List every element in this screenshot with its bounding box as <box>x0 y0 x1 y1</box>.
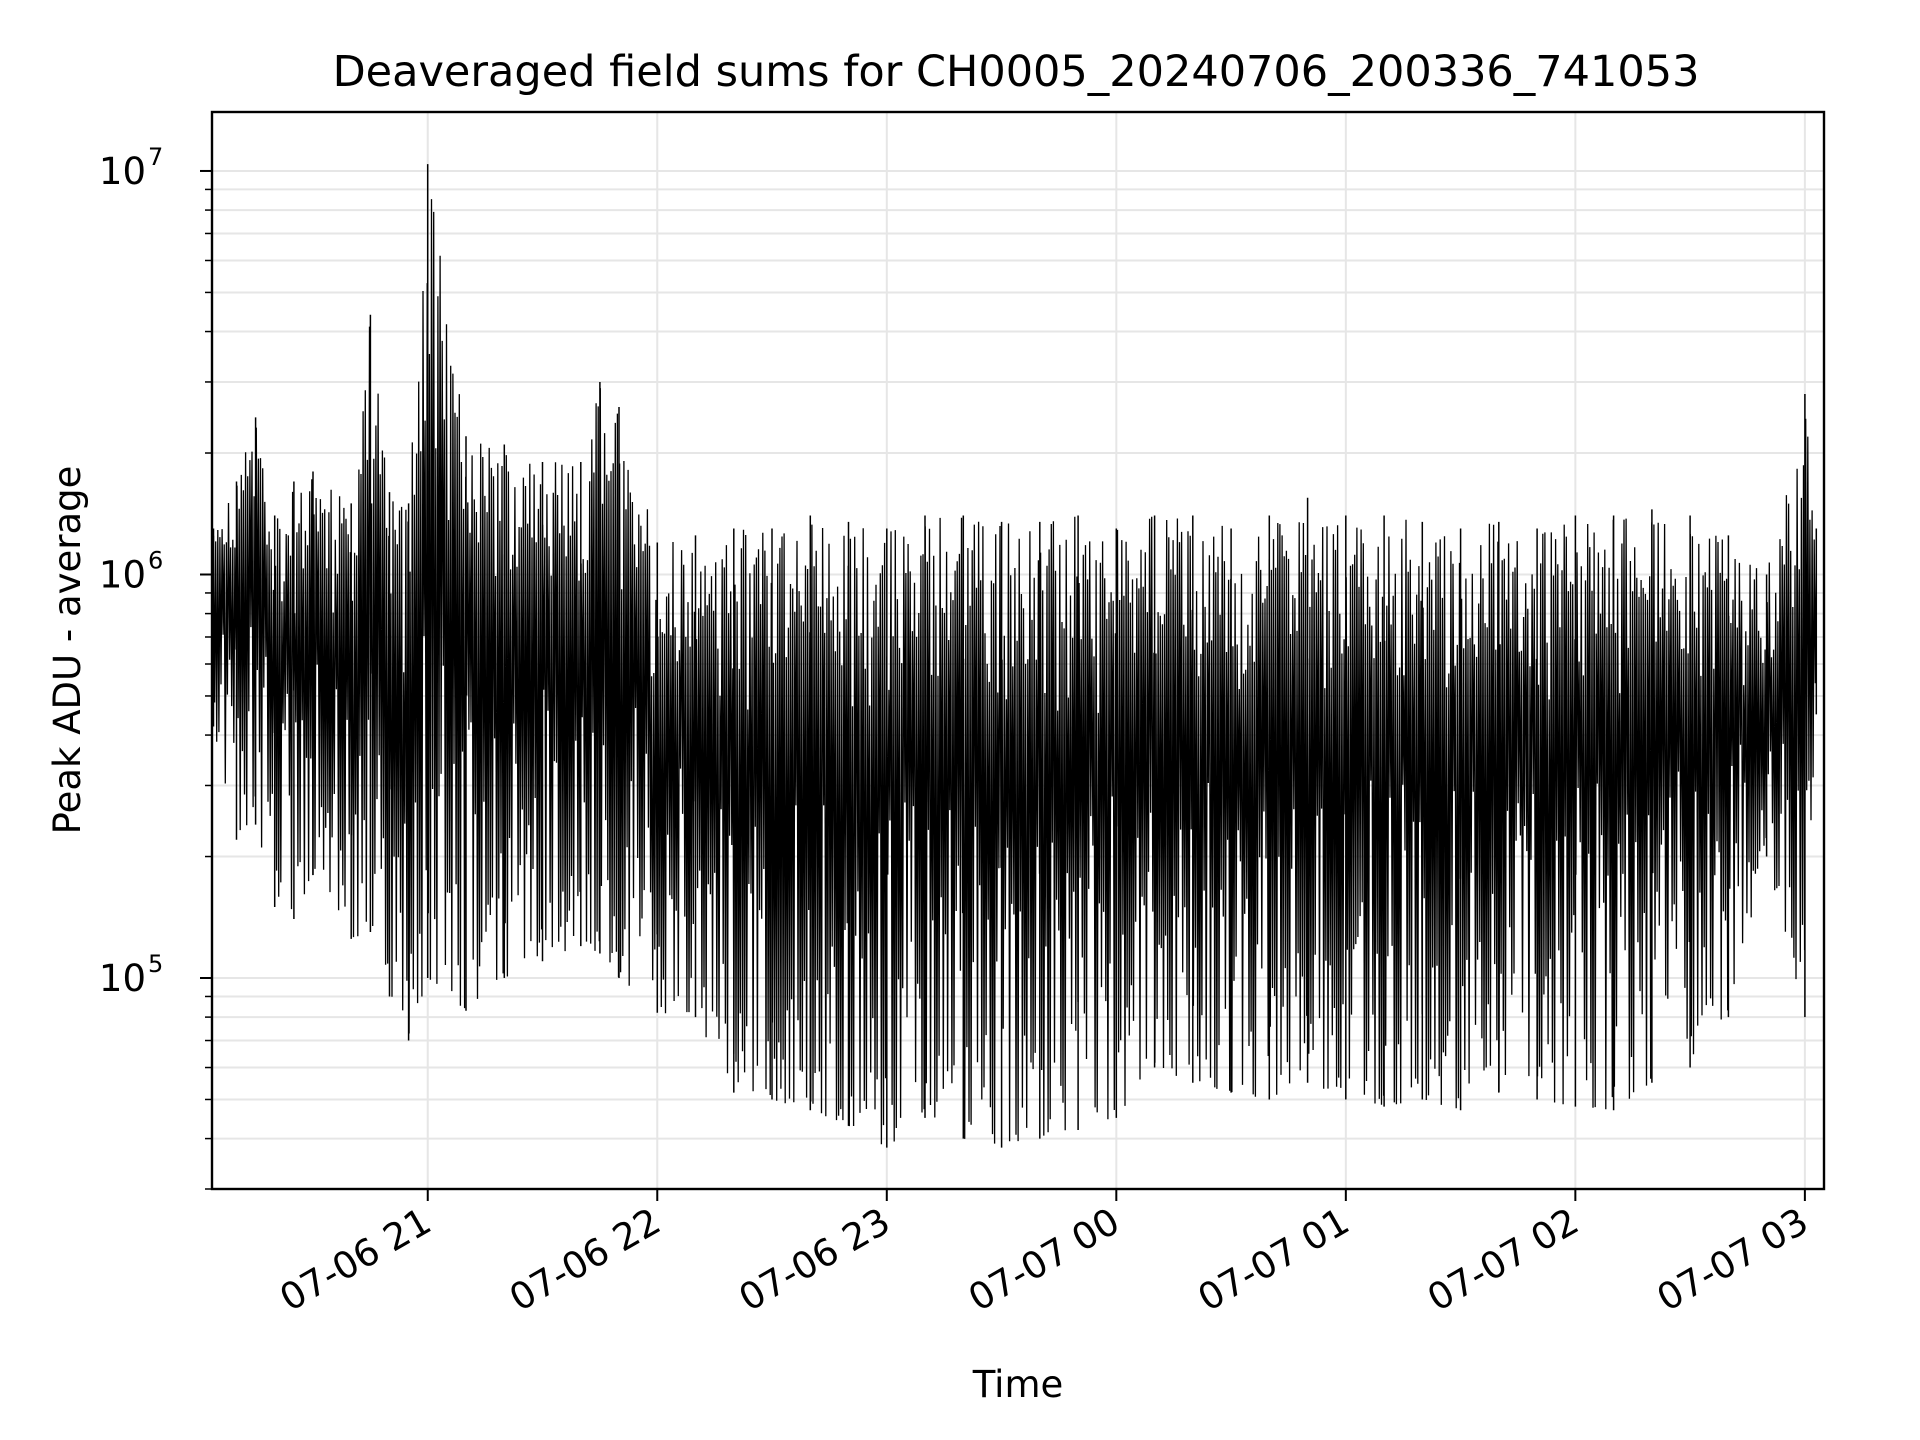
chart-title: Deaveraged field sums for CH0005_2024070… <box>333 47 1700 97</box>
y-tick-label: 10 6 <box>99 546 163 596</box>
x-axis-label: Time <box>972 1363 1064 1406</box>
y-tick-label-base: 10 <box>99 957 146 1000</box>
y-tick-label-exponent: 7 <box>148 143 163 171</box>
y-tick-label-exponent: 5 <box>148 950 163 978</box>
series-layer <box>212 164 1818 1148</box>
y-axis-label: Peak ADU - average <box>46 466 89 835</box>
series-peaks <box>212 164 1818 1148</box>
y-tick-label-exponent: 6 <box>148 546 163 574</box>
plot-frame <box>210 110 1826 1191</box>
series-line <box>212 199 1817 1145</box>
y-tick-label: 10 7 <box>99 143 163 193</box>
y-tick-label-base: 10 <box>99 553 146 596</box>
y-tick-label: 10 5 <box>99 950 163 1000</box>
y-tick-label-base: 10 <box>99 150 146 193</box>
